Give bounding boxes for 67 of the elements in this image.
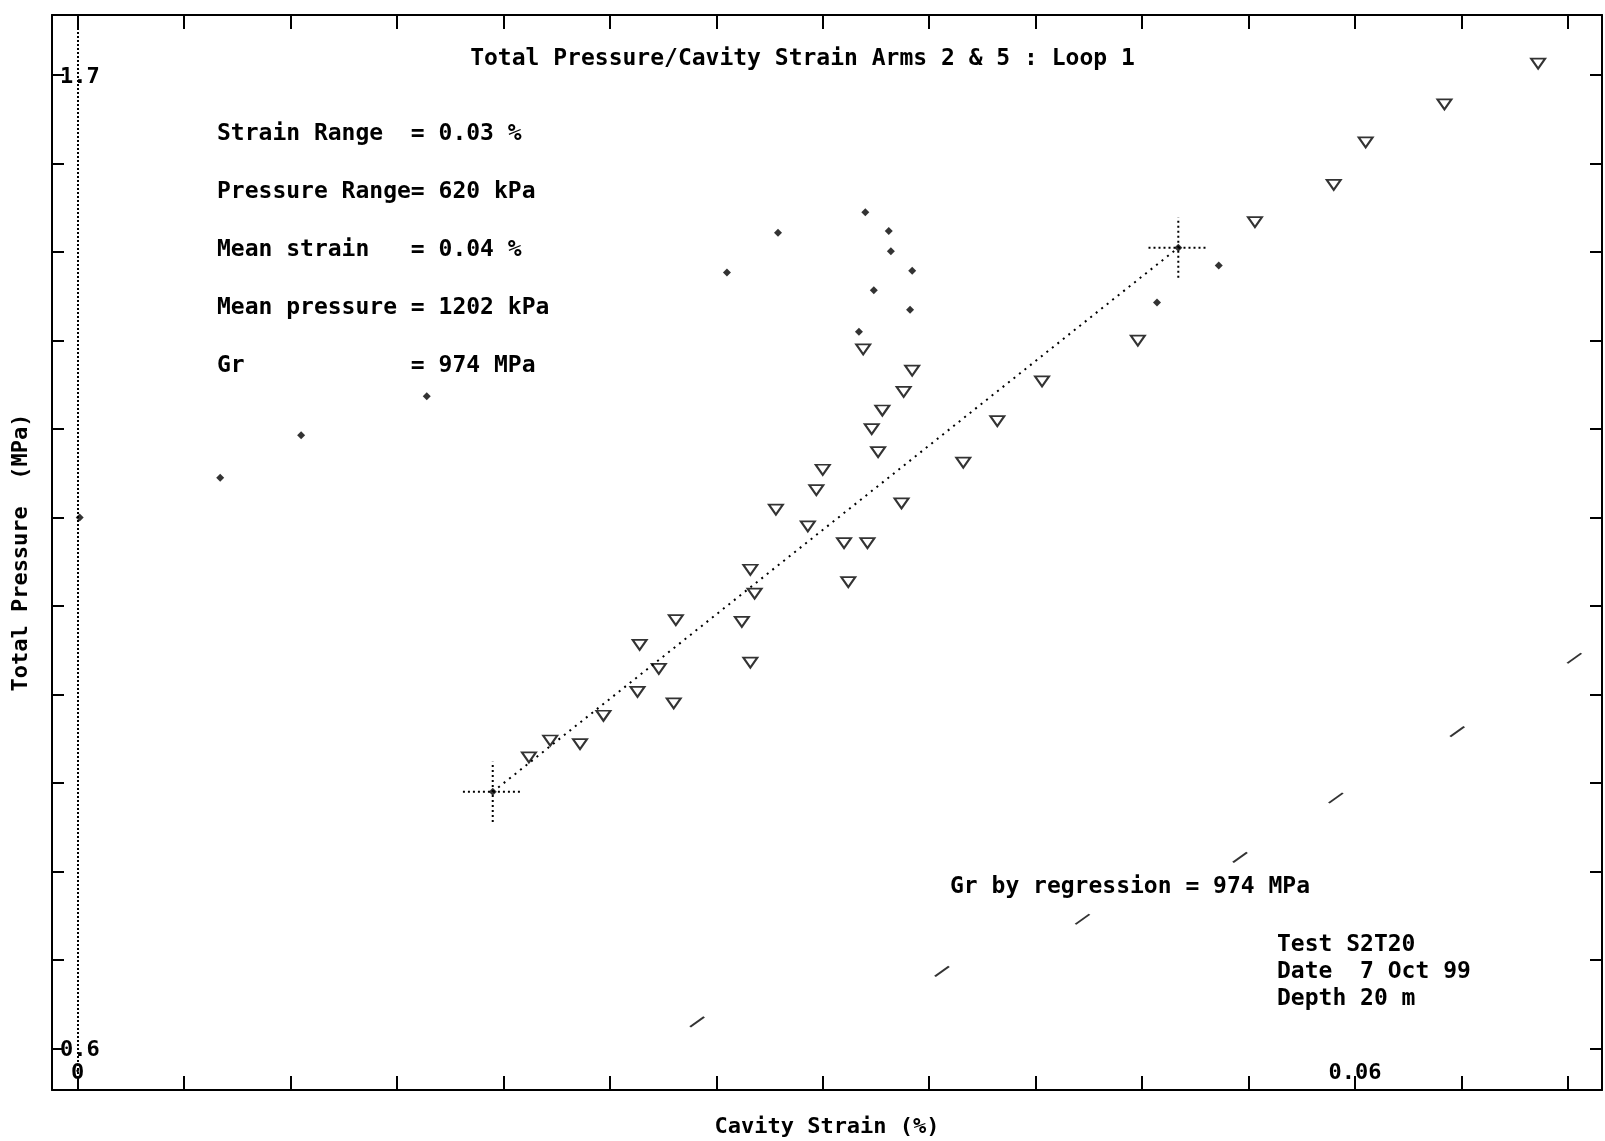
point [884, 226, 893, 235]
point [904, 364, 921, 377]
annotation: Mean strain = 0.04 % [217, 234, 522, 261]
point [1246, 216, 1263, 229]
annotation: Pressure Range= 620 kPa [217, 176, 536, 203]
point [895, 385, 912, 398]
point [722, 268, 731, 277]
point [870, 446, 887, 459]
point [631, 638, 648, 651]
point [650, 662, 667, 675]
text: Total Pressure/Cavity Strain Arms 2 & 5 : Loop 1 [470, 43, 1135, 70]
point [595, 709, 612, 722]
point [422, 392, 431, 401]
annotation: Depth 20 m [1277, 983, 1416, 1010]
point [863, 423, 880, 436]
point [893, 497, 910, 510]
annotation: Date 7 Oct 99 [1277, 956, 1471, 983]
point [733, 615, 750, 628]
point [1129, 334, 1146, 347]
point [854, 327, 863, 336]
point [1214, 261, 1223, 270]
point [886, 247, 895, 256]
point [836, 537, 853, 550]
point [1153, 298, 1162, 307]
point [629, 685, 646, 698]
point [542, 734, 559, 747]
point [520, 751, 537, 764]
point [855, 343, 872, 356]
point [216, 473, 225, 482]
point [874, 404, 891, 417]
point [667, 614, 684, 627]
point [955, 456, 972, 469]
annotation: Gr by regression = 974 MPa [950, 871, 1311, 898]
x-axis-title: Cavity Strain (%) [714, 1112, 940, 1138]
point [840, 576, 857, 589]
point [814, 463, 831, 476]
point [742, 563, 759, 576]
point [572, 738, 589, 751]
y-tick-label: 1.7 [60, 62, 100, 88]
point [989, 415, 1006, 428]
point [1034, 375, 1051, 388]
point [808, 484, 825, 497]
point [1357, 136, 1374, 149]
point [1436, 98, 1453, 111]
annotation: Mean pressure = 1202 kPa [217, 292, 550, 319]
point [767, 503, 784, 516]
annotation: Strain Range = 0.03 % [217, 118, 522, 145]
y-tick-label: 0.6 [60, 1035, 100, 1061]
point [1174, 243, 1183, 252]
point [774, 228, 783, 237]
annotation: Gr = 974 MPa [217, 350, 536, 377]
point [861, 208, 870, 217]
y-axis-title: Total Pressure (MPa) [6, 413, 32, 692]
annotation: Test S2T20 [1277, 929, 1416, 956]
point [742, 656, 759, 669]
point [665, 697, 682, 710]
point [297, 431, 306, 440]
point [1325, 178, 1342, 191]
point [746, 587, 763, 600]
point [906, 305, 915, 314]
point [869, 286, 878, 295]
x-tick-label: 0.06 [1328, 1058, 1382, 1084]
point [859, 537, 876, 550]
point [488, 787, 497, 796]
point [799, 520, 816, 533]
point [1530, 57, 1547, 70]
point [908, 266, 917, 275]
